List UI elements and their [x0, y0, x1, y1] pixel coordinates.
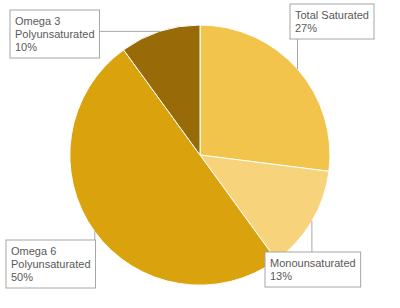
leader-line	[100, 31, 160, 32]
leader-line	[297, 39, 298, 69]
callout-box	[290, 4, 374, 39]
callout-box	[265, 252, 361, 287]
category-label: Total Saturated	[295, 9, 369, 21]
callout-box	[6, 240, 96, 288]
chart: Total Saturated27% Monounsaturated13% Omeg…	[0, 0, 400, 308]
callout: Monounsaturated13%	[265, 252, 361, 287]
callout: Omega 6Polyunsaturated50%	[6, 240, 96, 288]
category-label: Omega 6Polyunsaturated	[11, 245, 91, 270]
callout-box	[10, 10, 100, 58]
callout: Total Saturated27%	[290, 4, 374, 39]
data-label: 10%	[15, 41, 37, 53]
category-label: Monounsaturated	[270, 257, 356, 269]
leader-line	[94, 231, 95, 240]
category-label: Omega 3Polyunsaturated	[15, 15, 95, 40]
pie-slice	[124, 25, 200, 155]
leader-lines	[95, 31, 312, 252]
data-label: 13%	[270, 270, 292, 282]
data-label: 27%	[295, 22, 317, 34]
pie	[70, 25, 330, 285]
pie-slice	[200, 25, 330, 171]
data-label: 50%	[11, 271, 33, 283]
callout: Omega 3Polyunsaturated10%	[10, 10, 100, 58]
labels: Total Saturated27% Monounsaturated13% Omeg…	[6, 4, 374, 288]
leader-line	[311, 221, 312, 252]
